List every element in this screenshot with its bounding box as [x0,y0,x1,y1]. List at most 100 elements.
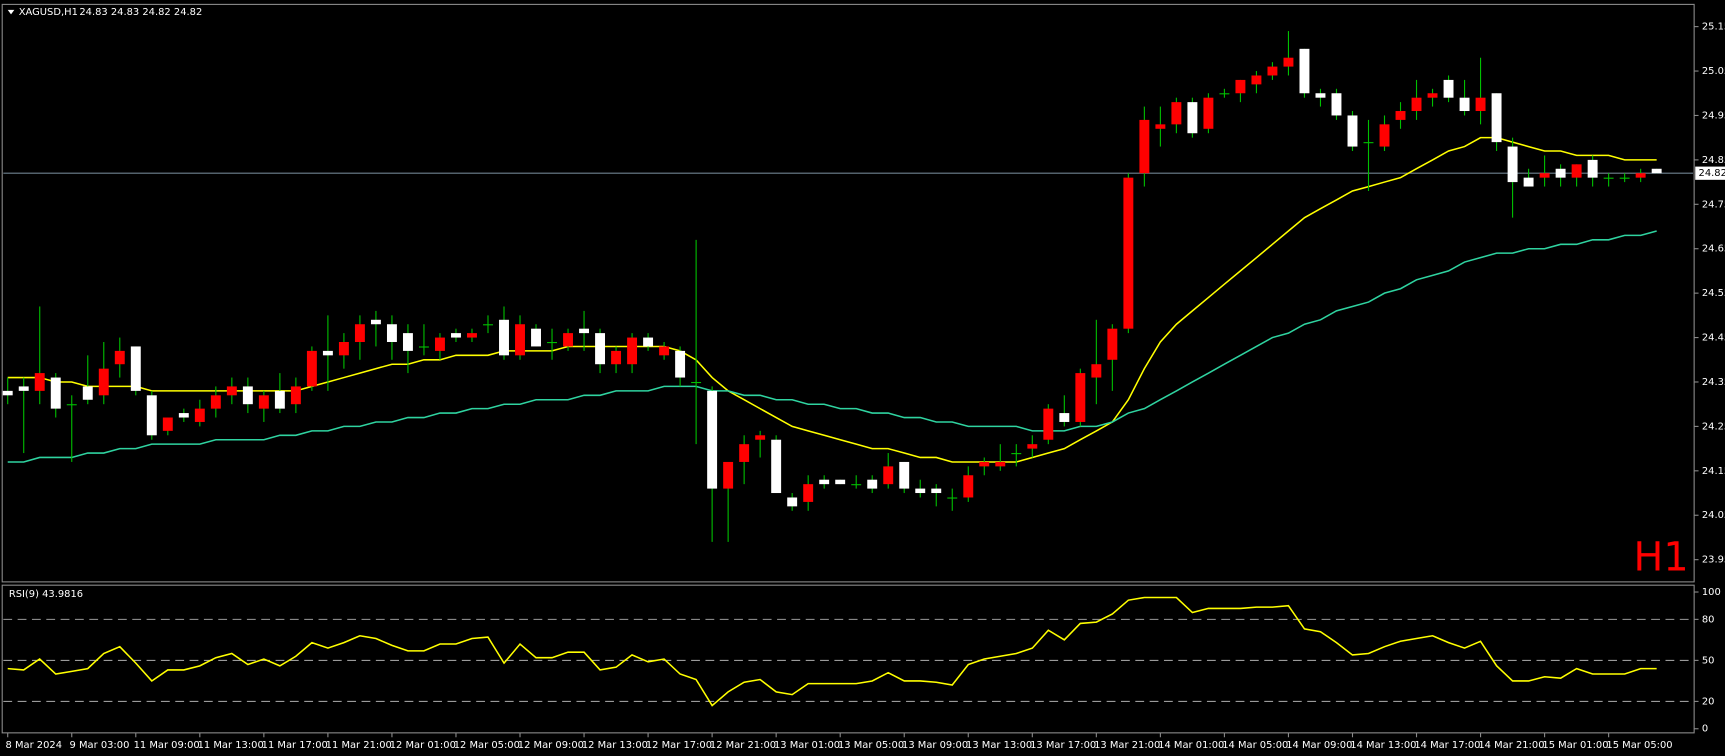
candle-body [1299,48,1310,94]
y-tick-label: 24.05 [1702,510,1725,521]
candle-body [483,324,493,326]
x-tick-label: 13 Mar 01:00 [774,740,840,751]
rsi-panel [1,584,1695,734]
candle-body [82,386,93,400]
candle-body [1155,124,1166,129]
candle-body [915,488,926,494]
candle-body [66,404,77,406]
candle-body [1539,173,1550,178]
candle-body [226,386,237,396]
menu-icon[interactable] [7,9,15,15]
candle-body [1555,168,1566,178]
price-panel [1,3,1695,583]
candle-body [322,350,333,356]
candle-body [306,350,317,387]
x-tick-label: 12 Mar 09:00 [518,740,584,751]
y-tick-label: 25.15 [1702,22,1725,33]
candle-body [643,337,654,347]
candle-body [370,319,381,325]
x-tick-label: 13 Mar 13:00 [966,740,1032,751]
candle-body [1395,111,1406,120]
candle-body [210,395,221,409]
x-tick-label: 14 Mar 13:00 [1350,740,1416,751]
y-tick-label: 0 [1702,724,1708,735]
candle-body [979,461,990,467]
candle-body [1203,97,1214,129]
y-tick-label: 80 [1702,614,1715,625]
candle-body [675,350,686,378]
y-tick-label: 24.15 [1702,466,1725,477]
candle-body [1603,177,1614,179]
candle-body [1187,102,1198,134]
candle-body [386,324,397,343]
candle-body [2,390,13,396]
x-tick-label: 14 Mar 17:00 [1414,740,1480,751]
candle-body [1475,97,1486,112]
x-tick-label: 8 Mar 2024 [6,740,63,751]
candle-body [242,386,253,405]
y-tick-label: 24.95 [1702,110,1725,121]
candle-body [18,386,29,391]
y-tick-label: 23.95 [1702,555,1725,566]
y-tick-label: 24.75 [1702,199,1725,210]
x-tick-label: 13 Mar 21:00 [1094,740,1160,751]
x-tick-label: 11 Mar 13:00 [198,740,264,751]
candle-body [290,386,301,405]
candle-body [274,390,285,409]
x-tick-label: 13 Mar 09:00 [902,740,968,751]
x-tick-label: 12 Mar 05:00 [454,740,520,751]
candle-body [1123,177,1134,329]
candle-body [1043,408,1054,440]
candle-body [563,333,573,347]
x-tick-label: 14 Mar 21:00 [1478,740,1544,751]
y-tick-label: 24.85 [1702,155,1725,166]
x-tick-label: 11 Mar 09:00 [134,740,200,751]
candle-body [1379,124,1390,147]
y-tick-label: 24.25 [1702,421,1725,432]
candle-body [258,395,269,409]
candle-body [1427,93,1438,98]
candle-body [851,484,862,486]
candle-body [547,342,557,344]
candle-body [531,328,541,347]
candle-body [338,342,349,356]
y-tick-label: 24.65 [1702,244,1725,255]
candle-body [1635,173,1646,178]
x-tick-label: 13 Mar 05:00 [838,740,904,751]
y-tick-label: 20 [1702,696,1715,707]
candle-body [1331,93,1342,116]
candle-body [130,346,141,391]
candle-body [691,381,702,384]
candle-body [178,413,189,418]
y-tick-label: 100 [1702,587,1721,598]
candle-body [787,497,798,507]
candle-body [1283,57,1294,67]
candle-body [739,444,750,462]
candle-body [899,461,910,489]
candle-body [1363,142,1374,144]
candle-body [1235,79,1246,94]
candle-body [499,319,509,356]
x-tick-label: 13 Mar 17:00 [1030,740,1096,751]
candle-body [1059,413,1070,422]
candle-body [595,333,606,365]
x-tick-label: 12 Mar 21:00 [710,740,776,751]
candle-body [402,333,413,351]
last-price-label: 24.82 [1699,168,1725,179]
candle-body [803,484,814,502]
candle-body [98,368,109,396]
candle-body [707,390,718,489]
x-tick-label: 11 Mar 21:00 [326,740,392,751]
candle-body [611,350,622,365]
x-tick-label: 9 Mar 03:00 [70,740,130,751]
candle-body [1619,177,1630,179]
candle-body [1587,159,1598,178]
candle-body [627,337,638,365]
candle-body [1027,444,1038,449]
candle-body [50,377,61,409]
candle-body [883,466,894,485]
candle-body [659,346,670,356]
candle-body [1219,93,1230,95]
candle-body [819,479,830,485]
candle-body [755,435,766,440]
